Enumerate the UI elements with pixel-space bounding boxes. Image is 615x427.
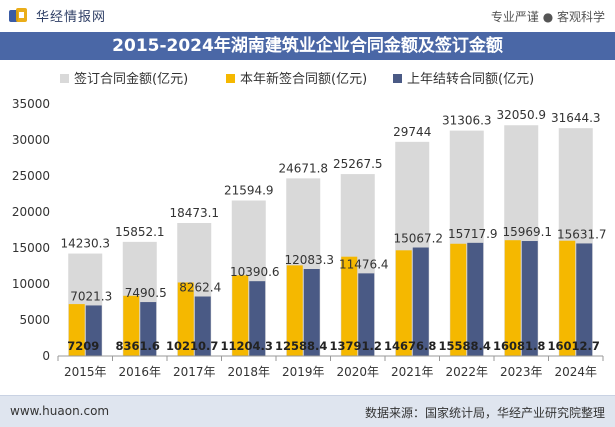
legend: 签订合同金额(亿元) 本年新签合同额(亿元) 上年结转合同额(亿元) — [60, 71, 534, 87]
y-tick-label: 5000 — [19, 313, 50, 327]
label-carryover: 15631.7 — [557, 227, 607, 241]
label-new: 11204.3 — [221, 339, 273, 353]
x-tick-label: 2019年 — [282, 365, 325, 379]
bar-new — [450, 243, 467, 356]
legend-label-3: 上年结转合同额(亿元) — [407, 72, 534, 87]
bar-new — [559, 240, 576, 356]
bar-carryover — [521, 241, 538, 356]
y-tick-label: 35000 — [12, 97, 50, 111]
slogan: 专业严谨 ● 客观科学 — [490, 10, 605, 24]
bar-carryover — [249, 281, 266, 356]
bar-carryover — [467, 242, 484, 356]
bar-new — [68, 304, 85, 356]
x-tick-label: 2021年 — [391, 365, 434, 379]
y-tick-label: 15000 — [12, 241, 50, 255]
data-source: 数据来源：国家统计局，华经产业研究院整理 — [364, 406, 605, 420]
bar-carryover — [576, 243, 593, 356]
label-new: 8361.6 — [116, 339, 160, 353]
bar-new — [504, 240, 521, 356]
bar-carryover — [358, 273, 375, 356]
label-total: 32050.9 — [496, 108, 546, 122]
chart-title: 2015-2024年湖南建筑业企业合同金额及签订金额 — [112, 36, 503, 56]
footer: www.huaon.com 数据来源：国家统计局，华经产业研究院整理 — [0, 395, 615, 427]
label-total: 15852.1 — [115, 225, 165, 239]
label-carryover: 15717.9 — [448, 227, 498, 241]
bar-carryover — [194, 296, 211, 356]
bar-new — [123, 295, 140, 356]
label-new: 16012.7 — [548, 339, 600, 353]
x-tick-label: 2022年 — [445, 365, 488, 379]
label-total: 31306.3 — [442, 114, 492, 128]
title-band: 2015-2024年湖南建筑业企业合同金额及签订金额 — [0, 32, 615, 60]
data-labels: 14230.3 7021.3 7209 15852.1 7490.5 8361.6 1847… — [60, 108, 606, 353]
y-tick-label: 20000 — [12, 205, 50, 219]
bars — [68, 125, 593, 356]
legend-swatch-1 — [60, 74, 69, 83]
bar-carryover — [140, 302, 157, 356]
label-total: 21594.9 — [224, 184, 274, 198]
label-total: 29744 — [393, 125, 431, 139]
bar-chart: 签订合同金额(亿元) 本年新签合同额(亿元) 上年结转合同额(亿元) 0 5000 10… — [12, 71, 607, 379]
top-bar: 华经情报网 专业严谨 ● 客观科学 — [0, 0, 615, 30]
x-tick-label: 2024年 — [554, 365, 597, 379]
y-tick-label: 30000 — [12, 133, 50, 147]
label-new: 16081.8 — [493, 339, 545, 353]
x-tick-label: 2018年 — [227, 365, 270, 379]
bar-new — [177, 282, 194, 356]
x-tick-label: 2020年 — [336, 365, 379, 379]
y-tick-label: 0 — [42, 349, 50, 363]
label-carryover: 8262.4 — [179, 281, 221, 295]
label-carryover: 10390.6 — [230, 265, 280, 279]
bar-new — [286, 265, 303, 356]
label-new: 15588.4 — [439, 339, 491, 353]
y-tick-label: 10000 — [12, 277, 50, 291]
label-carryover: 7490.5 — [125, 286, 167, 300]
huajing-logo-icon — [9, 7, 27, 22]
label-total: 18473.1 — [169, 206, 219, 220]
bar-carryover — [85, 305, 102, 356]
x-tick-label: 2016年 — [118, 365, 161, 379]
brand-name: 华经情报网 — [36, 10, 107, 25]
bar-carryover — [303, 269, 320, 356]
label-new: 13791.2 — [330, 339, 382, 353]
label-new: 12588.4 — [275, 339, 327, 353]
label-carryover: 15067.2 — [393, 232, 443, 246]
label-total: 31644.3 — [551, 111, 601, 125]
y-tick-label: 25000 — [12, 169, 50, 183]
legend-swatch-3 — [393, 74, 402, 83]
label-carryover: 11476.4 — [339, 257, 389, 271]
label-new: 7209 — [67, 339, 99, 353]
label-carryover: 12083.3 — [284, 253, 334, 267]
label-carryover: 15969.1 — [502, 225, 552, 239]
brand: 华经情报网 — [8, 6, 106, 25]
label-total: 25267.5 — [333, 157, 383, 171]
x-tick-label: 2017年 — [173, 365, 216, 379]
label-new: 14676.8 — [384, 339, 436, 353]
legend-label-1: 签订合同金额(亿元) — [74, 71, 188, 87]
bar-new — [341, 256, 358, 356]
bar-carryover — [412, 247, 429, 356]
website-link[interactable]: www.huaon.com — [10, 404, 110, 418]
bar-new — [395, 250, 412, 356]
legend-label-2: 本年新签合同额(亿元) — [240, 71, 367, 87]
label-new: 10210.7 — [166, 339, 218, 353]
label-total: 14230.3 — [60, 237, 110, 251]
x-tick-label: 2023年 — [500, 365, 543, 379]
x-tick-label: 2015年 — [64, 365, 107, 379]
x-axis: 2015年 2016年 2017年 2018年 2019年 2020年 2021年 2022年… — [57, 355, 604, 379]
label-total: 24671.8 — [278, 161, 328, 175]
legend-swatch-2 — [226, 74, 235, 83]
label-carryover: 7021.3 — [70, 289, 112, 303]
y-axis: 0 5000 10000 15000 20000 25000 30000 35000 — [12, 97, 50, 363]
bar-new — [232, 275, 249, 356]
